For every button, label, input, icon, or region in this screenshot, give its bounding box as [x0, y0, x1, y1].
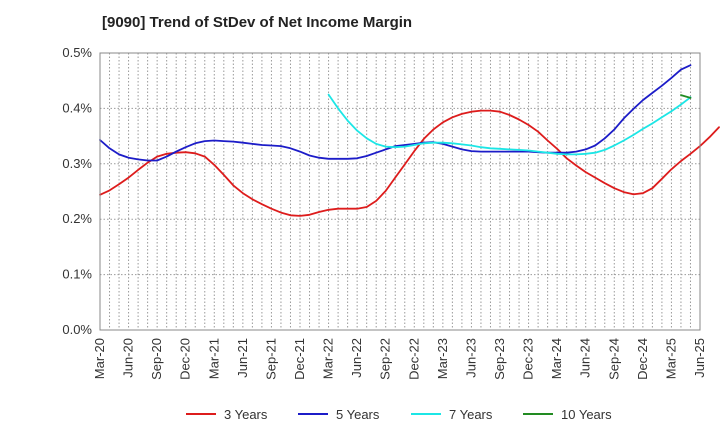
x-tick-label: Jun-22: [349, 338, 364, 378]
series-line-3: [327, 93, 692, 156]
x-tick-label: Dec-24: [635, 338, 650, 380]
y-tick-label: 0.2%: [62, 211, 92, 226]
legend-label-1: 3 Years: [224, 407, 268, 422]
legend-label-4: 10 Years: [561, 407, 612, 422]
x-tick-label: Jun-23: [463, 338, 478, 378]
x-tick-label: Sep-23: [492, 338, 507, 380]
plot-frame: [99, 52, 701, 331]
grid: [100, 53, 700, 330]
series-layer: [99, 64, 720, 217]
x-tick-label: Mar-24: [549, 338, 564, 379]
x-tick-label: Dec-23: [521, 338, 536, 380]
x-tick-label: Sep-22: [378, 338, 393, 380]
y-tick-label: 0.1%: [62, 267, 92, 282]
x-tick-label: Sep-21: [263, 338, 278, 380]
x-tick-label: Dec-22: [406, 338, 421, 380]
x-tick-label: Jun-21: [235, 338, 250, 378]
y-tick-label: 0.0%: [62, 322, 92, 337]
legend-label-3: 7 Years: [449, 407, 493, 422]
x-tick-label: Mar-22: [321, 338, 336, 379]
x-tick-label: Jun-25: [692, 338, 707, 378]
chart-title: [9090] Trend of StDev of Net Income Marg…: [102, 14, 413, 31]
x-tick-label: Mar-20: [92, 338, 107, 379]
x-tick-label: Mar-25: [663, 338, 678, 379]
x-tick-label: Jun-20: [121, 338, 136, 378]
series-line-4: [680, 94, 692, 99]
x-tick-label: Jun-24: [578, 338, 593, 378]
y-tick-label: 0.4%: [62, 100, 92, 115]
legend-label-2: 5 Years: [336, 407, 380, 422]
x-tick-label: Sep-20: [149, 338, 164, 380]
x-tick-label: Dec-21: [292, 338, 307, 380]
y-tick-label: 0.5%: [62, 45, 92, 60]
axes: 0.0% 0.1% 0.2% 0.3% 0.4% 0.5% Mar-20 Jun-20 Sep-…: [62, 45, 707, 380]
y-tick-label: 0.3%: [62, 156, 92, 171]
series-line-1: [99, 109, 720, 217]
x-tick-label: Mar-23: [435, 338, 450, 379]
x-tick-label: Sep-24: [606, 338, 621, 380]
x-tick-label: Dec-20: [178, 338, 193, 380]
series-line-2: [99, 64, 692, 162]
x-tick-label: Mar-21: [206, 338, 221, 379]
legend: 3 Years 5 Years 7 Years 10 Years: [186, 407, 612, 422]
